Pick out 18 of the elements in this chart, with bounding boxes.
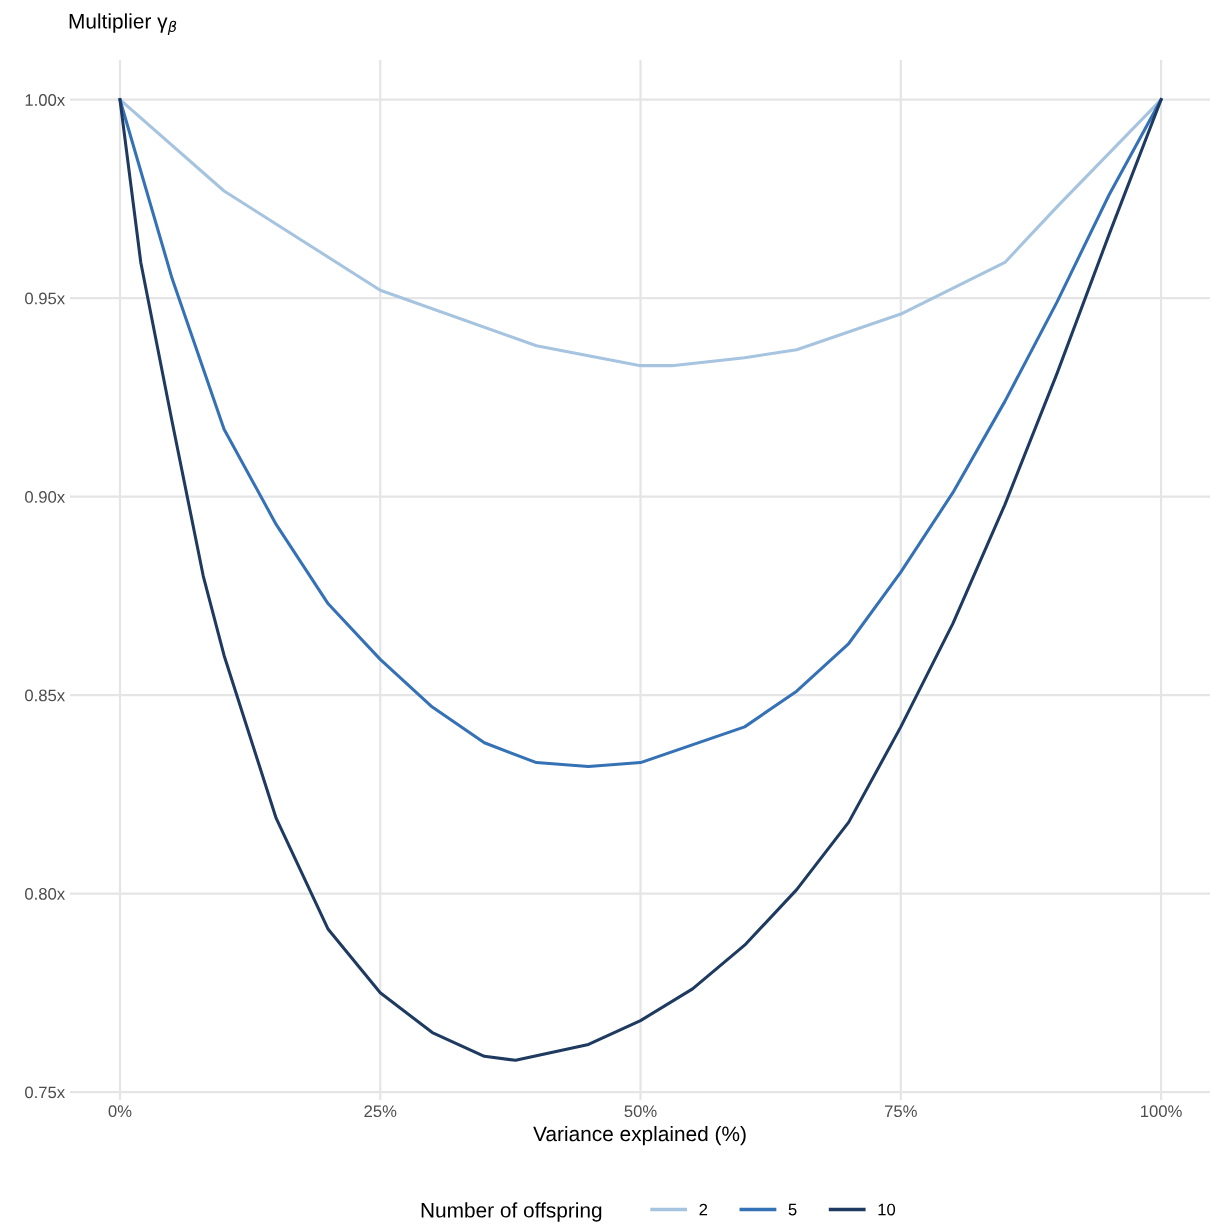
x-axis-title: Variance explained (%) xyxy=(533,1125,746,1146)
x-tick-label: 100% xyxy=(1141,1105,1182,1118)
y-tick-label: 0.75x xyxy=(25,1086,65,1099)
y-tick-label: 0.90x xyxy=(25,491,65,503)
x-tick-label: 50% xyxy=(624,1105,657,1118)
x-tick-label: 75% xyxy=(884,1105,917,1118)
y-tick-label: 0.80x xyxy=(25,887,65,900)
x-tick-label: 0% xyxy=(108,1105,132,1118)
legend-label: 2 xyxy=(699,1203,708,1216)
y-tick-label: 0.85x xyxy=(25,689,65,702)
line-series xyxy=(118,98,1163,1062)
x-tick-label: 25% xyxy=(364,1105,397,1118)
legend-label: 5 xyxy=(788,1203,797,1216)
legend-title: Number of offspring xyxy=(421,1202,602,1222)
y-tick-label: 0.95x xyxy=(25,292,65,305)
y-axis-title: Multiplier γ$_{β}$ xyxy=(69,13,177,35)
y-tick-label: 1.00x xyxy=(25,94,65,106)
legend-label: 10 xyxy=(878,1203,896,1216)
